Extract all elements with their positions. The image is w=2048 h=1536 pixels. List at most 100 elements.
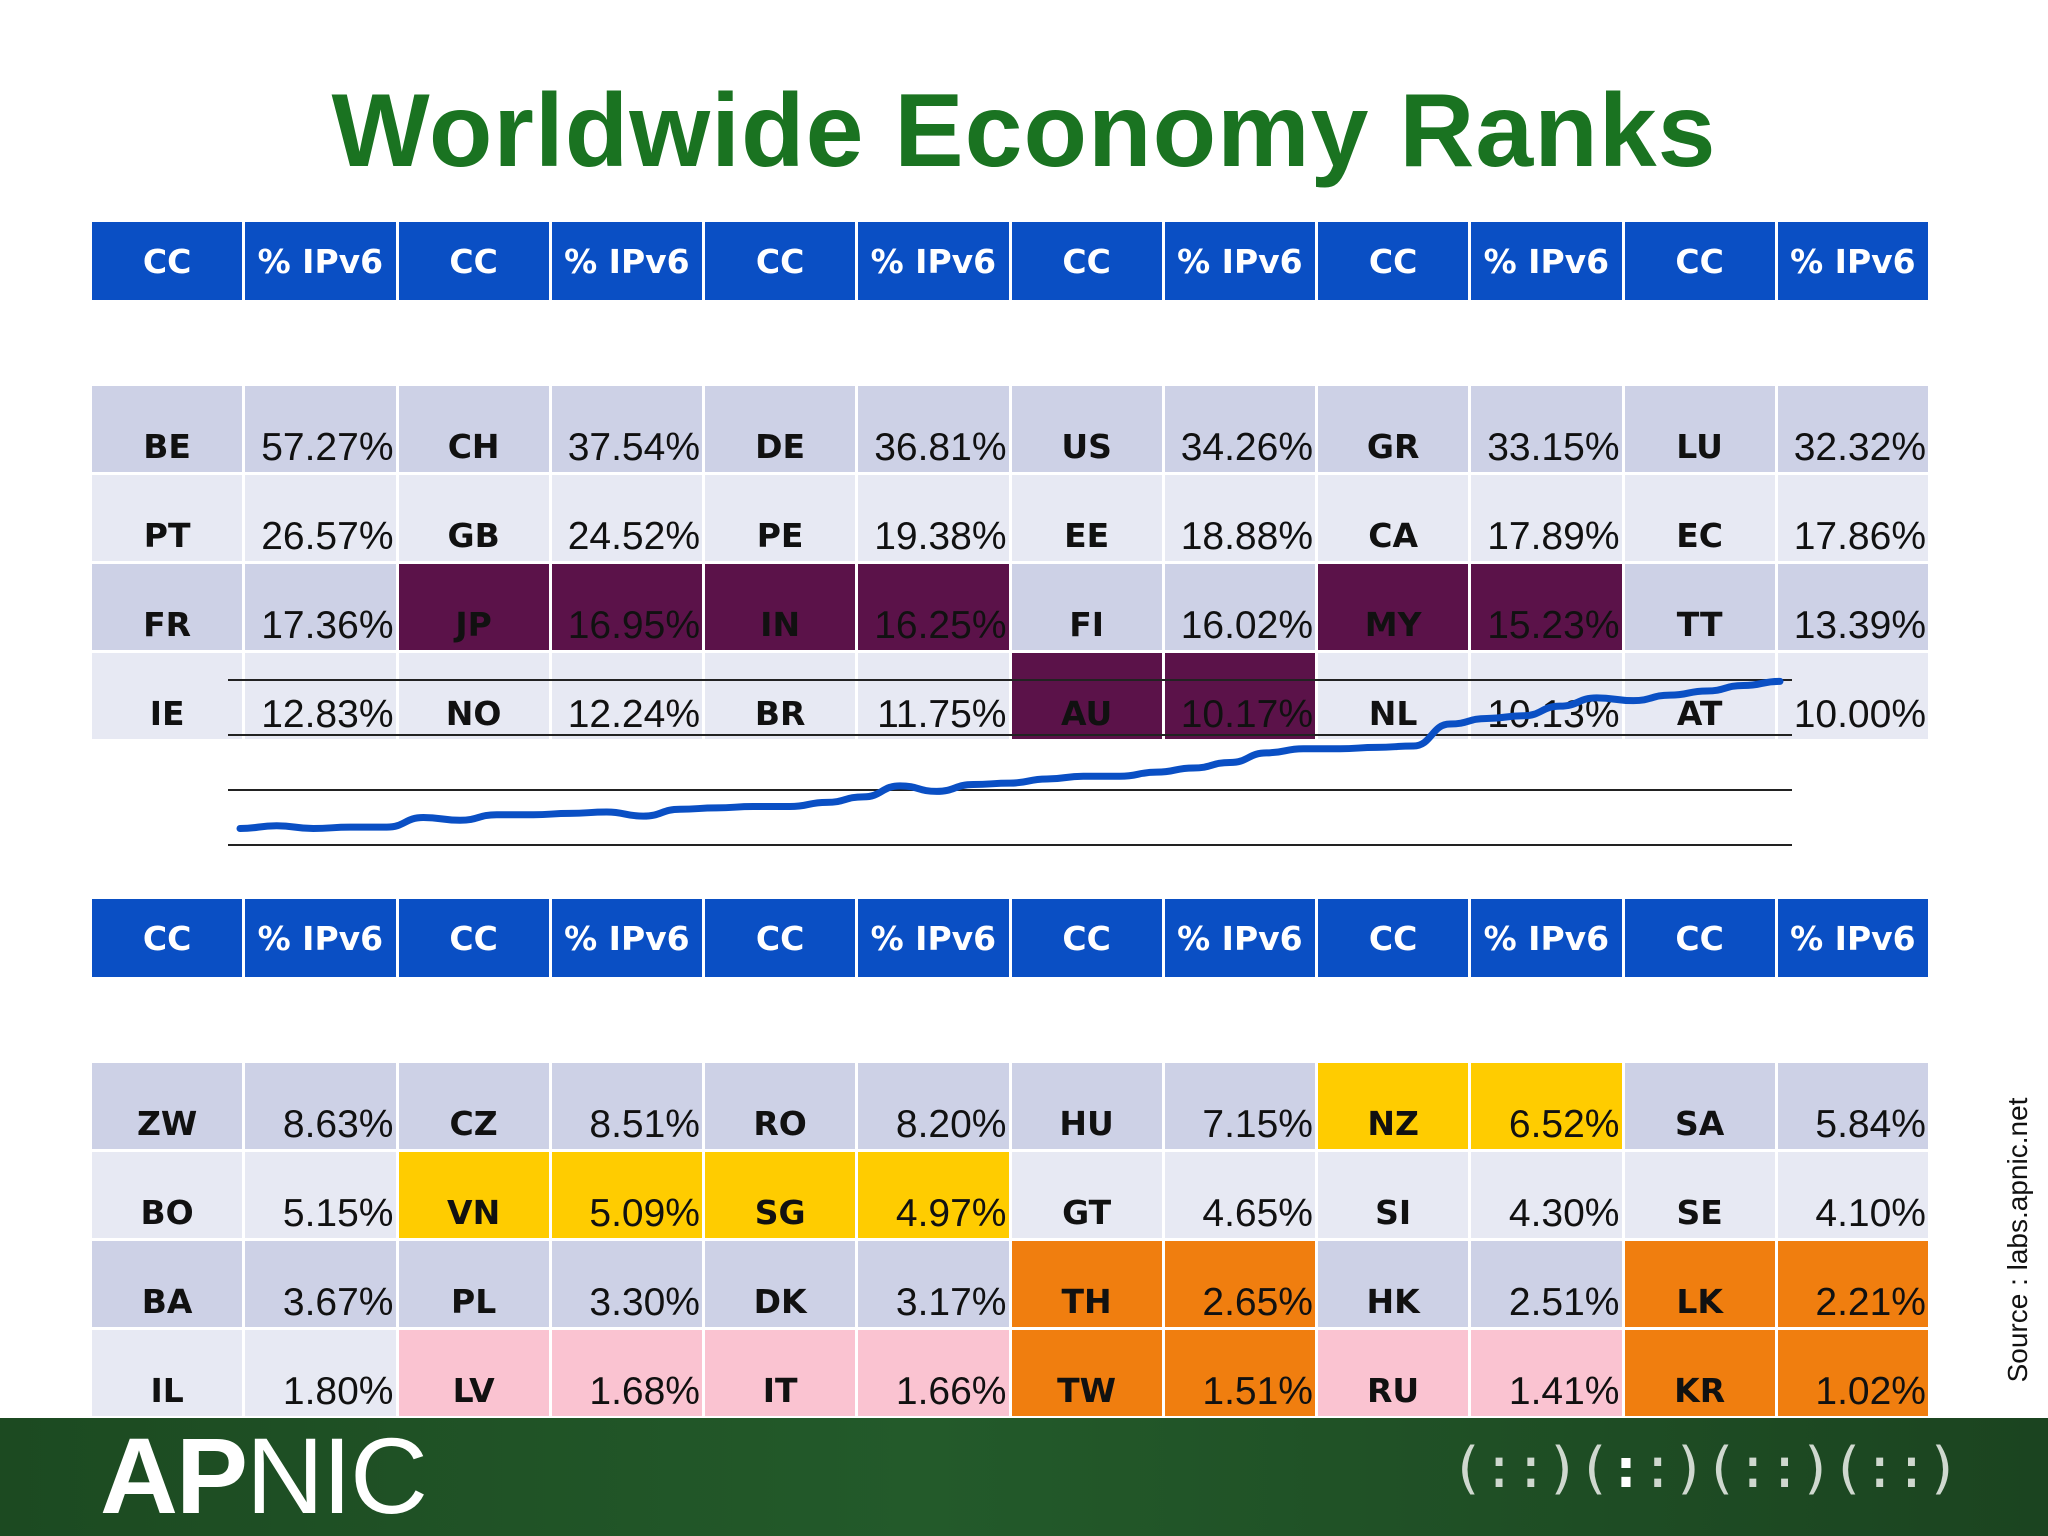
country-code-cell: GT	[1011, 1152, 1162, 1238]
country-code-cell: SI	[1318, 1152, 1469, 1238]
ipv6-percent-cell: 2.65%	[1164, 1241, 1315, 1327]
header-cc: CC	[398, 222, 549, 300]
ipv6-percent-cell: 18.88%	[1164, 475, 1315, 561]
country-code-cell: PL	[398, 1241, 549, 1327]
ipv6-percent-cell: 16.95%	[551, 564, 702, 650]
header-pct: % IPv6	[551, 222, 702, 300]
ipv6-percent-cell: 10.17%	[1164, 653, 1315, 739]
header-pct: % IPv6	[551, 899, 702, 977]
footer-bar: APNIC (::)(::)(::)(::)	[0, 1418, 2048, 1536]
ipv6-percent-cell: 19.38%	[858, 475, 1009, 561]
country-code-cell: LU	[1624, 386, 1775, 472]
ipv6-percent-cell: 5.15%	[245, 1152, 396, 1238]
ipv6-percent-cell: 2.21%	[1777, 1241, 1928, 1327]
ipv6-percent-cell: 4.10%	[1777, 1152, 1928, 1238]
ipv6-percent-cell: 2.51%	[1471, 1241, 1622, 1327]
country-code-cell: IN	[705, 564, 856, 650]
ipv6-percent-cell: 12.83%	[245, 653, 396, 739]
country-code-cell: PE	[705, 475, 856, 561]
header-pct: % IPv6	[245, 899, 396, 977]
ipv6-percent-cell: 1.41%	[1471, 1330, 1622, 1416]
header-cc: CC	[398, 899, 549, 977]
country-code-cell: IT	[705, 1330, 856, 1416]
ipv6-percent-cell: 16.02%	[1164, 564, 1315, 650]
country-code-cell: RO	[705, 1063, 856, 1149]
country-code-cell: BO	[92, 1152, 243, 1238]
header-cc: CC	[705, 222, 856, 300]
country-code-cell: BA	[92, 1241, 243, 1327]
header-pct: % IPv6	[1471, 222, 1622, 300]
ipv6-percent-cell: 13.39%	[1777, 564, 1928, 650]
country-code-cell: TT	[1624, 564, 1775, 650]
country-code-cell: BE	[92, 386, 243, 472]
header-pct: % IPv6	[1777, 222, 1928, 300]
ipv6-percent-cell: 57.27%	[245, 386, 396, 472]
country-code-cell: SG	[705, 1152, 856, 1238]
trend-line	[236, 677, 1784, 832]
ipv6-percent-cell: 3.30%	[551, 1241, 702, 1327]
country-code-cell: DK	[705, 1241, 856, 1327]
header-cc: CC	[1318, 222, 1469, 300]
header-cc: CC	[92, 899, 243, 977]
ipv6-percent-cell: 1.66%	[858, 1330, 1009, 1416]
ipv6-percent-cell: 32.32%	[1777, 386, 1928, 472]
table-row: BO 5.15% VN 5.09% SG 4.97% GT 4.65% SI 4.30% SE 4.1…	[92, 1152, 1928, 1238]
ipv6-percent-cell: 11.75%	[858, 653, 1009, 739]
country-code-cell: LV	[398, 1330, 549, 1416]
header-cc: CC	[1011, 222, 1162, 300]
ipv6-percent-cell: 16.25%	[858, 564, 1009, 650]
ipv6-percent-cell: 17.36%	[245, 564, 396, 650]
header-cc: CC	[92, 222, 243, 300]
ipv6-percent-cell: 12.24%	[551, 653, 702, 739]
header-pct: % IPv6	[858, 899, 1009, 977]
ipv6-percent-cell: 4.65%	[1164, 1152, 1315, 1238]
ipv6-percent-cell: 7.15%	[1164, 1063, 1315, 1149]
ipv6-percent-cell: 24.52%	[551, 475, 702, 561]
header-cc: CC	[1011, 899, 1162, 977]
table-header-row: CC% IPv6 CC% IPv6 CC% IPv6 CC% IPv6 CC% IPv6…	[92, 899, 1928, 977]
ipv6-percent-cell: 5.09%	[551, 1152, 702, 1238]
table-row: FR 17.36% JP 16.95% IN 16.25% FI 16.02% MY 15.23%…	[92, 564, 1928, 650]
ipv6-percent-cell: 8.63%	[245, 1063, 396, 1149]
country-code-cell: AU	[1011, 653, 1162, 739]
header-pct: % IPv6	[1164, 899, 1315, 977]
country-code-cell: CZ	[398, 1063, 549, 1149]
country-code-cell: JP	[398, 564, 549, 650]
page-title: Worldwide Economy Ranks	[331, 73, 1717, 189]
country-code-cell: DE	[705, 386, 856, 472]
header-pct: % IPv6	[858, 222, 1009, 300]
country-code-cell: CA	[1318, 475, 1469, 561]
ipv6-percent-cell: 5.84%	[1777, 1063, 1928, 1149]
country-code-cell: ZW	[92, 1063, 243, 1149]
country-code-cell: MY	[1318, 564, 1469, 650]
ipv6-percent-cell: 26.57%	[245, 475, 396, 561]
country-code-cell: AT	[1624, 653, 1775, 739]
table-row: IL 1.80% LV 1.68% IT 1.66% TW 1.51% RU 1.41% KR 1.0…	[92, 1330, 1928, 1416]
apnic-logo: APNIC	[100, 1415, 428, 1536]
table-row: BA 3.67% PL 3.30% DK 3.17% TH 2.65% HK 2.51% LK 2.2…	[92, 1241, 1928, 1327]
table-row: ZW 8.63% CZ 8.51% RO 8.20% HU 7.15% NZ 6.52% SA 5.8…	[92, 1063, 1928, 1149]
country-code-cell: EC	[1624, 475, 1775, 561]
ipv6-percent-cell: 6.52%	[1471, 1063, 1622, 1149]
country-code-cell: SA	[1624, 1063, 1775, 1149]
country-code-cell: SE	[1624, 1152, 1775, 1238]
ipv6-percent-cell: 36.81%	[858, 386, 1009, 472]
table-row: BE 57.27% CH 37.54% DE 36.81% US 34.26% GR 33.15%…	[92, 386, 1928, 472]
table-row: PT 26.57% GB 24.52% PE 19.38% EE 18.88% CA 17.89%…	[92, 475, 1928, 561]
country-code-cell: TW	[1011, 1330, 1162, 1416]
country-code-cell: PT	[92, 475, 243, 561]
country-code-cell: VN	[398, 1152, 549, 1238]
ipv6-percent-cell: 1.51%	[1164, 1330, 1315, 1416]
top-ranks-table: CC% IPv6 CC% IPv6 CC% IPv6 CC% IPv6 CC% IPv6…	[89, 219, 1931, 742]
ipv6-percent-cell: 1.02%	[1777, 1330, 1928, 1416]
ipv6-percent-cell: 8.20%	[858, 1063, 1009, 1149]
labs-logo-icon: (::)(::)(::)(::)	[1450, 1436, 1960, 1501]
ipv6-trend-chart	[228, 677, 1792, 846]
ipv6-percent-cell: 8.51%	[551, 1063, 702, 1149]
country-code-cell: NO	[398, 653, 549, 739]
country-code-cell: IE	[92, 653, 243, 739]
ipv6-percent-cell: 34.26%	[1164, 386, 1315, 472]
country-code-cell: LK	[1624, 1241, 1775, 1327]
ipv6-percent-cell: 33.15%	[1471, 386, 1622, 472]
source-note: Source : labs.apnic.net	[2002, 1097, 2033, 1383]
